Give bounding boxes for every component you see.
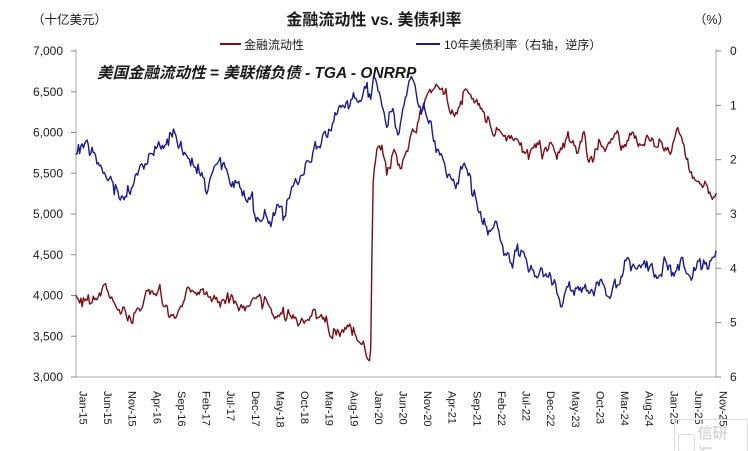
svg-text:Dec-22: Dec-22 xyxy=(544,391,556,426)
svg-text:Oct-18: Oct-18 xyxy=(298,391,310,424)
svg-text:4,500: 4,500 xyxy=(33,248,63,262)
svg-text:Jan-20: Jan-20 xyxy=(372,391,384,425)
svg-text:5,500: 5,500 xyxy=(33,166,63,180)
svg-text:Feb-17: Feb-17 xyxy=(200,391,212,426)
svg-text:Jul-22: Jul-22 xyxy=(520,391,532,421)
svg-text:Aug-24: Aug-24 xyxy=(643,391,655,426)
svg-text:Apr-16: Apr-16 xyxy=(150,391,162,424)
svg-text:May-23: May-23 xyxy=(569,391,581,428)
svg-text:0: 0 xyxy=(730,44,737,58)
svg-text:Oct-23: Oct-23 xyxy=(593,391,605,424)
svg-text:4: 4 xyxy=(730,261,737,275)
svg-text:Jun-20: Jun-20 xyxy=(397,391,409,425)
svg-text:Nov-15: Nov-15 xyxy=(126,391,138,426)
svg-text:3,000: 3,000 xyxy=(33,370,63,384)
svg-text:Apr-21: Apr-21 xyxy=(446,391,458,424)
svg-text:3: 3 xyxy=(730,207,737,221)
svg-text:Aug-19: Aug-19 xyxy=(347,391,359,426)
svg-text:Sep-16: Sep-16 xyxy=(175,391,187,426)
svg-text:5: 5 xyxy=(730,316,737,330)
svg-text:6: 6 xyxy=(730,370,737,384)
svg-text:Mar-19: Mar-19 xyxy=(323,391,335,426)
svg-text:Dec-17: Dec-17 xyxy=(249,391,261,426)
svg-text:6,500: 6,500 xyxy=(33,85,63,99)
svg-text:Feb-22: Feb-22 xyxy=(495,391,507,426)
svg-text:Jan-15: Jan-15 xyxy=(77,391,89,425)
svg-text:Nov-20: Nov-20 xyxy=(421,391,433,426)
svg-text:Sep-21: Sep-21 xyxy=(470,391,482,426)
svg-text:1: 1 xyxy=(730,98,737,112)
svg-text:5,000: 5,000 xyxy=(33,207,63,221)
svg-text:Mar-24: Mar-24 xyxy=(618,391,630,426)
svg-text:6,000: 6,000 xyxy=(33,126,63,140)
svg-text:7,000: 7,000 xyxy=(33,44,63,58)
svg-text:May-18: May-18 xyxy=(273,391,285,428)
svg-text:Jun-15: Jun-15 xyxy=(101,391,113,425)
svg-text:Jul-17: Jul-17 xyxy=(224,391,236,421)
svg-text:3,500: 3,500 xyxy=(33,329,63,343)
svg-text:4,000: 4,000 xyxy=(33,289,63,303)
svg-text:2: 2 xyxy=(730,153,737,167)
